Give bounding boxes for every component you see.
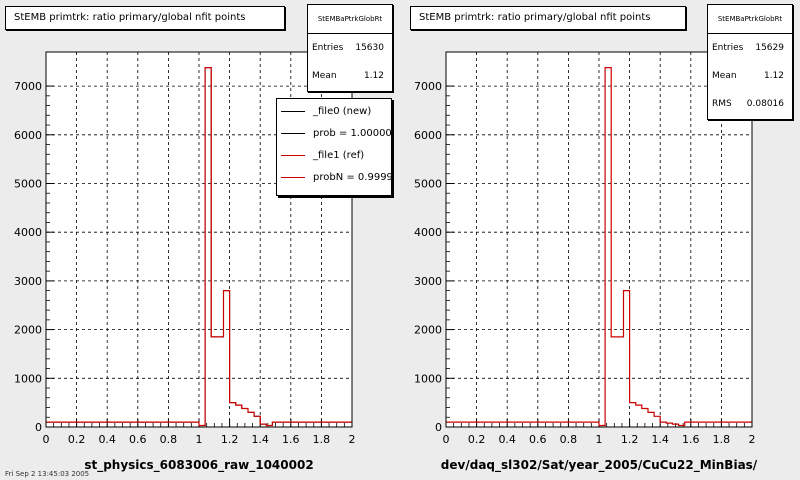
left-y-tick-label: 4000 [14, 226, 42, 239]
right-x-tick-label: 1.2 [621, 433, 639, 446]
right-stats-rms-value: 0.08016 [746, 99, 784, 109]
right-stats-mean-label: Mean [712, 71, 737, 81]
left-stats-box: StEMBaPtrkGlobRt Entries 15630 Mean 1.12 [307, 4, 393, 92]
right-y-tick-label: 7000 [414, 80, 442, 93]
right-stats-entries-value: 15629 [755, 43, 784, 53]
right-stats-rms-row: RMS 0.08016 [708, 90, 792, 118]
left-histogram-series-2 [46, 67, 352, 427]
left-stats-name: StEMBaPtrkGlobRt [308, 5, 392, 34]
left-x-tick-label: 0 [43, 433, 50, 446]
legend-label-probn: probN = 0.999999 [313, 171, 392, 183]
right-plot-title: StEMB primtrk: ratio primary/global nfit… [410, 6, 686, 30]
legend-line-black-icon [281, 132, 305, 134]
right-stats-box: StEMBaPtrkGlobRt Entries 15629 Mean 1.12… [707, 4, 793, 120]
legend-label-file1: _file1 (ref) [313, 149, 365, 161]
legend-line-red-icon [281, 176, 305, 178]
left-x-axis-label: st_physics_6083006_raw_1040002 [84, 458, 313, 473]
right-plot-frame [445, 51, 753, 428]
left-stats-mean-row: Mean 1.12 [308, 62, 392, 90]
right-x-tick-label: 0.4 [498, 433, 516, 446]
right-stats-entries-row: Entries 15629 [708, 34, 792, 62]
right-x-tick-label: 1.4 [651, 433, 669, 446]
legend-line-red-icon [281, 154, 305, 156]
left-y-tick-label: 5000 [14, 177, 42, 190]
right-y-tick-label: 5000 [414, 177, 442, 190]
left-plot-title: StEMB primtrk: ratio primary/global nfit… [5, 6, 285, 30]
left-y-tick-label: 7000 [14, 80, 42, 93]
left-x-tick-label: 0.2 [68, 433, 86, 446]
left-x-tick-label: 0.6 [129, 433, 147, 446]
right-histogram-svg: 0 0.2 0.4 0.6 0.8 1 1.2 1.4 1.6 1.8 2 0 1000 2000 3000… [414, 51, 758, 473]
right-x-tick-label: 0.6 [529, 433, 547, 446]
legend-entry-file0: _file0 (new) [277, 100, 391, 122]
legend-entry-probn: probN = 0.999999 [277, 166, 391, 188]
left-x-tick-label: 1 [196, 433, 203, 446]
right-x-tick-label: 1.6 [682, 433, 700, 446]
right-stats-mean-value: 1.12 [763, 71, 784, 81]
left-x-tick-label: 2 [349, 433, 356, 446]
right-x-tick-label: 1.8 [713, 433, 731, 446]
left-stats-mean-label: Mean [312, 71, 337, 81]
left-x-tick-label: 0.4 [98, 433, 116, 446]
right-y-tick-label: 3000 [414, 275, 442, 288]
left-stats-entries-row: Entries 15630 [308, 34, 392, 62]
right-plot-panel: 0 0.2 0.4 0.6 0.8 1 1.2 1.4 1.6 1.8 2 0 1000 2000 3000… [400, 0, 800, 480]
right-histogram-series-1 [446, 67, 752, 427]
left-stats-entries-label: Entries [312, 43, 344, 53]
right-y-tick-label: 0 [435, 421, 442, 434]
right-x-tick-label: 0.2 [468, 433, 486, 446]
right-x-axis-label: dev/daq_sl302/Sat/year_2005/CuCu22_MinBi… [441, 458, 758, 473]
right-stats-rms-label: RMS [712, 99, 732, 109]
left-x-tick-label: 1.6 [282, 433, 300, 446]
right-x-tick-label: 0 [443, 433, 450, 446]
left-plot-panel: 0 0.2 0.4 0.6 0.8 1 1.2 1.4 1.6 1.8 2 0 1000 2000 3000… [5, 4, 393, 473]
right-x-tick-label: 1 [596, 433, 603, 446]
right-stats-name: StEMBaPtrkGlobRt [708, 5, 792, 34]
left-legend: _file0 (new) prob = 1.000000 _file1 (ref… [276, 98, 392, 196]
left-plot-frame [45, 51, 353, 428]
right-y-tick-label: 2000 [414, 324, 442, 337]
legend-entry-prob: prob = 1.000000 [277, 122, 391, 144]
left-y-tick-label: 2000 [14, 324, 42, 337]
left-stats-entries-value: 15630 [355, 43, 384, 53]
right-y-tick-label: 6000 [414, 129, 442, 142]
left-x-tick-label: 1.2 [221, 433, 239, 446]
right-y-tick-label: 4000 [414, 226, 442, 239]
right-x-tick-label: 2 [749, 433, 756, 446]
right-y-tick-label: 1000 [414, 372, 442, 385]
legend-entry-file1: _file1 (ref) [277, 144, 391, 166]
footer-timestamp: Fri Sep 2 13:45:03 2005 [5, 470, 90, 478]
legend-label-file0: _file0 (new) [313, 105, 372, 117]
left-stats-mean-value: 1.12 [363, 71, 384, 81]
left-y-tick-label: 3000 [14, 275, 42, 288]
right-stats-mean-row: Mean 1.12 [708, 62, 792, 90]
left-x-tick-label: 1.4 [251, 433, 269, 446]
left-y-tick-label: 1000 [14, 372, 42, 385]
right-x-tick-label: 0.8 [560, 433, 578, 446]
right-stats-entries-label: Entries [712, 43, 744, 53]
left-y-tick-label: 0 [35, 421, 42, 434]
legend-label-prob: prob = 1.000000 [313, 127, 392, 139]
legend-line-black-icon [281, 110, 305, 112]
left-y-tick-label: 6000 [14, 129, 42, 142]
left-x-tick-label: 1.8 [313, 433, 331, 446]
left-x-tick-label: 0.8 [160, 433, 178, 446]
